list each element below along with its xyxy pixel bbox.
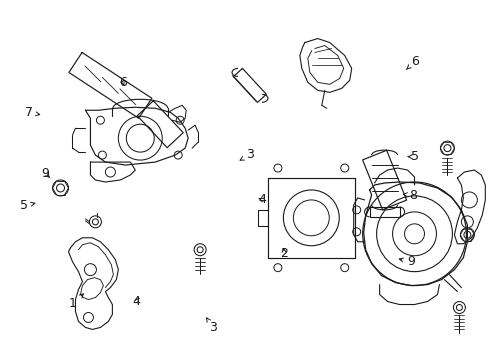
Text: 9: 9 [399, 255, 415, 268]
Text: 5: 5 [20, 199, 35, 212]
Text: 4: 4 [133, 295, 141, 308]
Text: 4: 4 [258, 193, 266, 206]
Text: 3: 3 [240, 148, 254, 161]
Text: 2: 2 [280, 247, 288, 260]
Text: 8: 8 [403, 189, 417, 202]
Text: 6: 6 [119, 76, 127, 89]
Text: 3: 3 [206, 318, 217, 334]
Text: 5: 5 [408, 150, 419, 163]
Text: 6: 6 [406, 55, 419, 69]
Text: 7: 7 [25, 106, 40, 119]
Text: 1: 1 [69, 294, 83, 310]
Text: 9: 9 [42, 167, 49, 180]
